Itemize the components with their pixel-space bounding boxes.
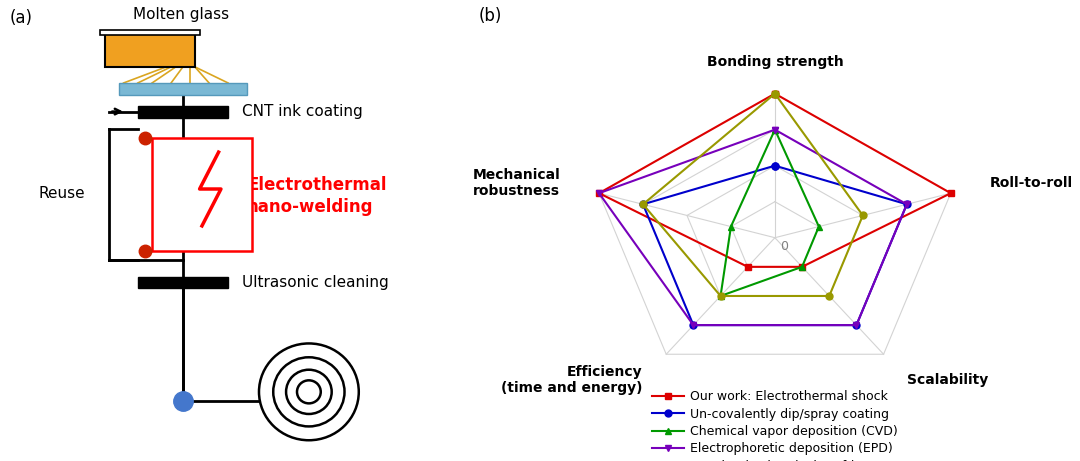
Polygon shape xyxy=(138,277,228,288)
Text: Ultrasonic cleaning: Ultrasonic cleaning xyxy=(242,275,389,290)
Polygon shape xyxy=(119,83,247,95)
Text: Bonding strength: Bonding strength xyxy=(706,55,843,69)
Text: 0: 0 xyxy=(780,240,788,253)
Polygon shape xyxy=(99,30,200,35)
Text: Roll-to-roll: Roll-to-roll xyxy=(989,177,1072,190)
Polygon shape xyxy=(152,138,252,251)
Text: +: + xyxy=(157,141,171,159)
Text: Scalability: Scalability xyxy=(907,373,989,387)
Text: Electrothermal
nano-welding: Electrothermal nano-welding xyxy=(247,176,387,216)
Polygon shape xyxy=(138,106,228,118)
Text: Mechanical
robustness: Mechanical robustness xyxy=(473,168,561,199)
Text: Reuse: Reuse xyxy=(39,186,85,201)
Text: −: − xyxy=(157,230,172,249)
Text: (a): (a) xyxy=(10,9,32,27)
Legend: Our work: Electrothermal shock, Un-covalently dip/spray coating, Chemical vapor : Our work: Electrothermal shock, Un-coval… xyxy=(647,385,903,461)
Text: (b): (b) xyxy=(480,7,502,25)
Text: Molten glass: Molten glass xyxy=(133,7,229,22)
Polygon shape xyxy=(105,32,194,67)
Text: Efficiency
(time and energy): Efficiency (time and energy) xyxy=(501,365,643,395)
Text: CNT ink coating: CNT ink coating xyxy=(242,104,363,119)
